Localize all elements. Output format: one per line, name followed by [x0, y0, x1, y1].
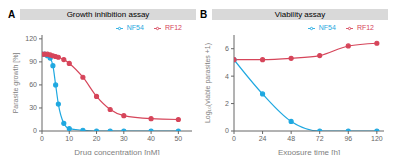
svg-text:72: 72: [316, 135, 324, 142]
svg-text:24: 24: [259, 135, 267, 142]
svg-text:96: 96: [344, 135, 352, 142]
html-text:B: B: [200, 9, 208, 20]
svg-text:Exposure time [h]: Exposure time [h]: [278, 148, 340, 155]
svg-text:0: 0: [40, 135, 44, 142]
svg-text:10: 10: [65, 135, 73, 142]
html-text:A: A: [8, 9, 16, 20]
svg-text:20: 20: [93, 135, 101, 142]
svg-text:40: 40: [147, 135, 155, 142]
html-text:RF12: RF12: [164, 24, 182, 31]
svg-text:60: 60: [29, 81, 37, 88]
svg-text:30: 30: [120, 135, 128, 142]
html-text:NF54: NF54: [126, 24, 144, 31]
svg-text:6: 6: [225, 45, 229, 52]
svg-text:30: 30: [29, 104, 37, 111]
svg-text:Log₁₀(viable parasites +1): Log₁₀(viable parasites +1): [204, 43, 212, 123]
svg-text:120: 120: [25, 35, 37, 42]
html-text:Viability assay: Viability assay: [274, 10, 326, 19]
html-text:NF54: NF54: [318, 24, 336, 31]
svg-text:0: 0: [225, 127, 229, 134]
svg-text:4: 4: [225, 73, 229, 80]
svg-text:Drug concentration [nM]: Drug concentration [nM]: [74, 148, 159, 155]
html-text:RF12: RF12: [356, 24, 374, 31]
svg-text:120: 120: [371, 135, 383, 142]
svg-text:0: 0: [232, 135, 236, 142]
svg-text:Parasite growth [%]: Parasite growth [%]: [12, 53, 20, 114]
svg-text:50: 50: [174, 135, 182, 142]
svg-text:0: 0: [33, 127, 37, 134]
svg-text:90: 90: [29, 58, 37, 65]
svg-text:48: 48: [287, 135, 295, 142]
html-text:Growth inhibition assay: Growth inhibition assay: [66, 10, 150, 19]
svg-text:2: 2: [225, 100, 229, 107]
